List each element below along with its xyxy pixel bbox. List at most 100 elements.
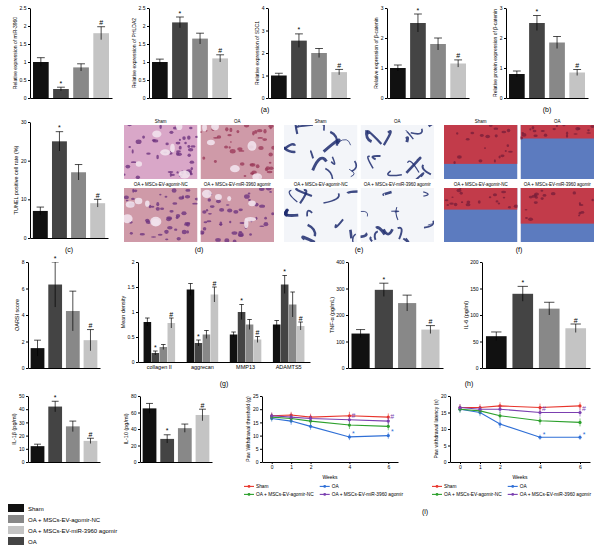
- annotation: *: [166, 427, 169, 434]
- bar: [398, 303, 416, 368]
- series-line: [460, 408, 580, 413]
- x-axis-line: [141, 462, 213, 463]
- y-tick-mark: [138, 429, 140, 430]
- x-axis-title: Weeks: [512, 474, 528, 480]
- error-bar: [204, 331, 209, 339]
- x-tick: 0: [459, 462, 462, 470]
- stain-stroke: [361, 233, 367, 236]
- y-tick-mark: [138, 413, 140, 414]
- y-tick-mark: [136, 362, 138, 363]
- error-bar: [69, 421, 76, 432]
- chondrocyte: [461, 201, 463, 203]
- error-bar-cap: [513, 71, 521, 72]
- annotation: *: [179, 10, 182, 17]
- cell-nucleus: [159, 194, 161, 196]
- chondrocyte: [529, 128, 531, 130]
- y-tick-mark: [448, 446, 450, 447]
- cell-nucleus: [152, 139, 155, 142]
- error-bar-cap: [146, 403, 153, 404]
- legend-marker: [436, 485, 439, 488]
- stain-stroke: [296, 125, 299, 134]
- bar: [31, 446, 45, 462]
- y-tick-label: 0: [444, 459, 447, 465]
- chondrocyte: [493, 193, 497, 196]
- error-bar: [146, 403, 153, 413]
- y-tick-label: 1: [381, 65, 384, 71]
- legend-label: OA + MSCs-EV-agomir-NC: [444, 492, 502, 497]
- error-bar-cap: [295, 33, 303, 34]
- stain-stroke: [323, 125, 325, 131]
- y-axis: 01234: [262, 5, 269, 101]
- x-tick-label: aggrecan: [191, 364, 214, 370]
- y-tick: 2: [22, 339, 28, 345]
- cell-nucleus: [219, 222, 222, 227]
- annotation: *: [298, 26, 301, 33]
- y-tick-mark: [260, 396, 262, 397]
- panel-label: (e): [355, 246, 364, 254]
- error-bar: [87, 438, 94, 443]
- cell-nucleus: [229, 128, 232, 132]
- cell-nucleus: [182, 136, 185, 140]
- y-axis-title: Relative expression of miR-3960: [12, 17, 18, 89]
- stain-stroke: [349, 169, 354, 176]
- y-tick-label: 10: [253, 433, 259, 439]
- y-axis-line: [30, 123, 31, 239]
- micrograph: [521, 125, 595, 179]
- bar: [48, 407, 62, 462]
- y-tick-mark: [26, 396, 28, 397]
- error-bar-stem: [522, 286, 523, 301]
- error-bar: [156, 59, 164, 65]
- cell-nucleus: [153, 139, 159, 142]
- y-tick-mark: [136, 262, 138, 263]
- bar: [196, 415, 210, 462]
- cell-nucleus: [176, 150, 181, 152]
- chondrocyte: [454, 203, 458, 206]
- bar: [178, 428, 192, 462]
- annotation: *: [154, 344, 157, 351]
- cell-nucleus: [192, 203, 197, 205]
- y-tick-label: 2: [132, 259, 135, 265]
- error-bar-stem: [575, 324, 576, 332]
- micrograph: [124, 188, 198, 242]
- y-tick-label: 0.5: [139, 77, 146, 83]
- stain-background: [284, 125, 358, 179]
- y-tick-mark: [260, 422, 262, 423]
- y-axis-line: [30, 9, 31, 99]
- y-tick-mark: [260, 462, 262, 463]
- bar: [168, 323, 176, 362]
- stain-stroke: [429, 125, 434, 126]
- point: [348, 435, 351, 438]
- x-axis: collagen IIaggrecanMMP13ADAMTS5: [139, 362, 311, 370]
- error-bar-stem: [249, 320, 250, 330]
- lacuna: [179, 170, 190, 178]
- y-tick-label: 80: [131, 393, 137, 399]
- chondrocyte: [470, 132, 474, 135]
- y-tick-mark: [136, 337, 138, 338]
- image-caption: OA + MSCs-EV-miR-3960 agomir: [524, 182, 591, 187]
- bar: [212, 58, 228, 98]
- error-bar-cap: [573, 69, 581, 70]
- y-tick-mark: [26, 262, 28, 263]
- x-tick-label: 6: [579, 464, 582, 470]
- x-axis-line: [139, 362, 311, 363]
- cell-nucleus: [267, 171, 273, 173]
- bar: [187, 290, 195, 363]
- y-axis-line: [149, 9, 150, 99]
- image-caption: Sham: [155, 119, 167, 124]
- image-cell: OA + MSCs-EV-miR-3960 agomir: [360, 182, 434, 242]
- error-bar-stem: [155, 351, 156, 355]
- cell-nucleus: [151, 206, 155, 208]
- image-panel: ShamOAOA + MSCs-EV-agomir-NCOA + MSCs-EV…: [444, 119, 594, 242]
- y-tick-mark: [28, 80, 30, 81]
- error-bar: [56, 132, 63, 151]
- legend-item: OA: [508, 484, 528, 489]
- y-axis-title: Relative expression of SDC1: [254, 21, 260, 85]
- y-axis-title: TNF-α (pg/mL): [329, 297, 335, 333]
- y-tick-label: 0: [262, 95, 265, 101]
- error-bar-cap: [282, 275, 287, 276]
- chondrocyte: [529, 196, 533, 199]
- error-bar-stem: [206, 331, 207, 339]
- error-bar-cap: [57, 87, 65, 88]
- cell-nucleus: [131, 198, 135, 200]
- panel-label: (d): [195, 246, 204, 254]
